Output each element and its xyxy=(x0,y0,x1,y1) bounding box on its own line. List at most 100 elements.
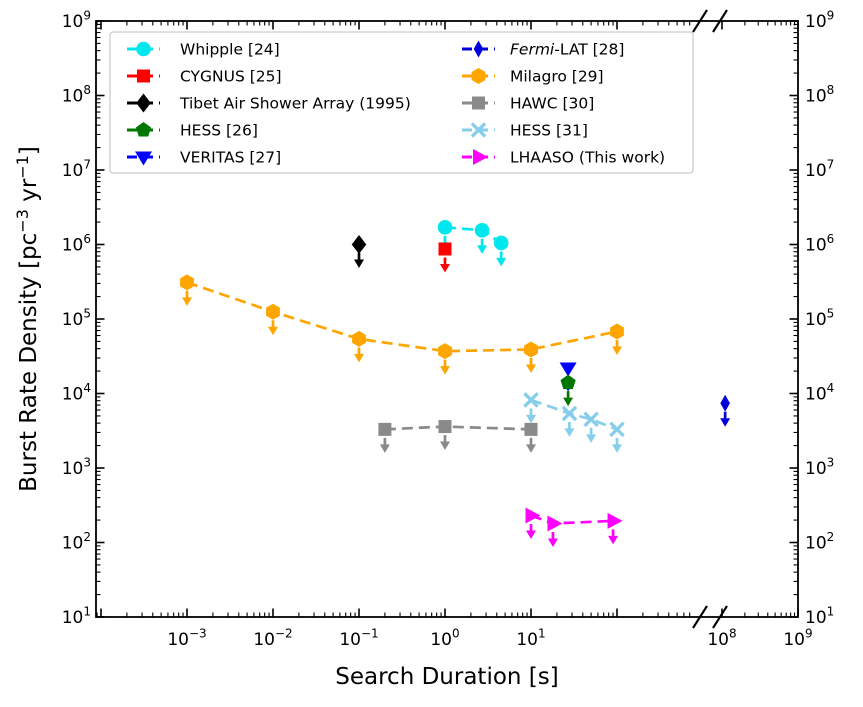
square-marker xyxy=(438,420,452,434)
legend-box xyxy=(109,31,694,174)
series-lhaaso-this-work xyxy=(525,507,623,547)
legend-label: Fermi-LAT [28] xyxy=(510,41,624,59)
legend-label: VERITAS [27] xyxy=(180,149,281,167)
circle-marker xyxy=(437,220,453,235)
hexagon-marker xyxy=(524,341,538,358)
tick-label: 109 xyxy=(62,9,91,33)
tick-label: 106 xyxy=(805,232,834,256)
upper-limit-arrow xyxy=(526,437,536,453)
legend-item-whipple-24: Whipple [24] xyxy=(127,41,280,59)
axis-break-mark xyxy=(692,605,708,629)
square-marker xyxy=(524,422,538,436)
x-marker xyxy=(561,405,578,422)
thin_diamond-marker xyxy=(473,40,484,58)
tick-label: 109 xyxy=(805,9,834,33)
upper-limit-arrow xyxy=(612,339,622,355)
legend-label: Whipple [24] xyxy=(180,41,280,59)
upper-limit-arrow xyxy=(526,357,536,373)
triangle_down-marker xyxy=(559,362,577,377)
x-marker xyxy=(583,411,599,428)
square-marker xyxy=(378,422,392,436)
tick-label: 102 xyxy=(805,530,834,554)
tick-label: 108 xyxy=(707,627,736,651)
series-tibet-air-shower-array-1995 xyxy=(351,235,367,268)
upper-limit-arrow xyxy=(586,427,597,443)
legend-label: HESS [31] xyxy=(510,122,588,140)
legend-label: HAWC [30] xyxy=(510,95,594,113)
tick-label: 10−2 xyxy=(253,627,292,651)
upper-limit-arrow xyxy=(564,421,575,437)
tick-label: 101 xyxy=(516,627,545,651)
legend: Whipple [24] CYGNUS [25] Tibet Air Shower … xyxy=(109,31,694,174)
circle-marker xyxy=(493,235,509,251)
plot-data xyxy=(180,220,731,547)
legend-label: HESS [26] xyxy=(180,122,258,140)
upper-limit-arrow xyxy=(182,290,192,306)
series-hess-26 xyxy=(560,374,576,407)
triangle_right-marker xyxy=(607,512,623,529)
legend-item-hawc-30: HAWC [30] xyxy=(462,95,594,113)
legend-item-lhaaso-this-work: LHAASO (This work) xyxy=(462,149,665,167)
upper-limit-arrow xyxy=(720,411,731,427)
upper-limit-arrow xyxy=(354,347,364,363)
upper-limit-arrow xyxy=(268,320,278,336)
square-marker xyxy=(472,96,485,110)
legend-label: LHAASO (This work) xyxy=(510,149,665,167)
x-marker xyxy=(470,122,487,138)
pentagon-marker xyxy=(135,122,152,137)
axis-break-mark xyxy=(712,9,728,33)
triangle_down-marker xyxy=(135,151,152,166)
hexagon-marker xyxy=(352,330,366,347)
upper-limit-arrow xyxy=(379,437,390,453)
tick-label: 101 xyxy=(62,605,91,629)
series-hess-31 xyxy=(523,392,625,453)
tick-label: 109 xyxy=(783,627,812,651)
tick-label: 104 xyxy=(62,381,91,405)
upper-limit-arrow xyxy=(440,435,450,451)
hexagon-marker xyxy=(471,68,486,84)
hexagon-marker xyxy=(266,303,280,320)
upper-limit-arrow xyxy=(477,238,488,254)
upper-limit-arrow xyxy=(547,531,558,547)
hexagon-marker xyxy=(610,323,624,340)
tick-label: 100 xyxy=(430,627,459,651)
tick-label: 105 xyxy=(62,307,91,331)
y-axis-label: Burst Rate Density [pc−3 yr−1] xyxy=(13,146,42,492)
upper-limit-arrow xyxy=(563,391,574,407)
diamond-marker xyxy=(351,235,367,254)
tick-label: 10−3 xyxy=(167,627,206,651)
legend-label: Tibet Air Shower Array (1995) xyxy=(179,95,411,113)
circle-marker xyxy=(474,223,490,238)
upper-limit-arrow xyxy=(526,408,536,424)
x-marker xyxy=(609,421,625,438)
axis-break-mark xyxy=(692,9,708,33)
legend-item-cygnus-25: CYGNUS [25] xyxy=(127,68,282,86)
triangle_right-marker xyxy=(473,149,488,165)
axis-break-mark xyxy=(712,605,728,629)
tick-label: 103 xyxy=(805,456,834,480)
pentagon-marker xyxy=(560,374,576,390)
tick-label: 108 xyxy=(62,83,91,107)
legend-item-hess-31: HESS [31] xyxy=(462,122,588,140)
tick-label: 104 xyxy=(805,381,834,405)
thin_diamond-marker xyxy=(720,394,730,412)
upper-limit-arrow xyxy=(612,437,622,453)
series-fermi-lat-28 xyxy=(720,394,731,427)
upper-limit-arrow xyxy=(440,257,450,273)
tick-label: 107 xyxy=(62,158,91,182)
x-marker xyxy=(523,392,539,408)
series-cygnus-25 xyxy=(438,242,452,273)
tick-label: 101 xyxy=(805,605,834,629)
legend-item-milagro-29: Milagro [29] xyxy=(462,68,604,86)
tick-label: 10−1 xyxy=(339,627,378,651)
legend-item-hess-26: HESS [26] xyxy=(127,122,258,140)
series-hawc-30 xyxy=(378,420,538,453)
hexagon-marker xyxy=(180,274,194,291)
tick-label: 106 xyxy=(62,232,91,256)
legend-item-veritas-27: VERITAS [27] xyxy=(127,149,281,167)
circle-marker xyxy=(136,41,151,57)
legend-item-fermi-lat-28: Fermi-LAT [28] xyxy=(462,40,624,59)
upper-limit-arrow xyxy=(354,253,364,268)
